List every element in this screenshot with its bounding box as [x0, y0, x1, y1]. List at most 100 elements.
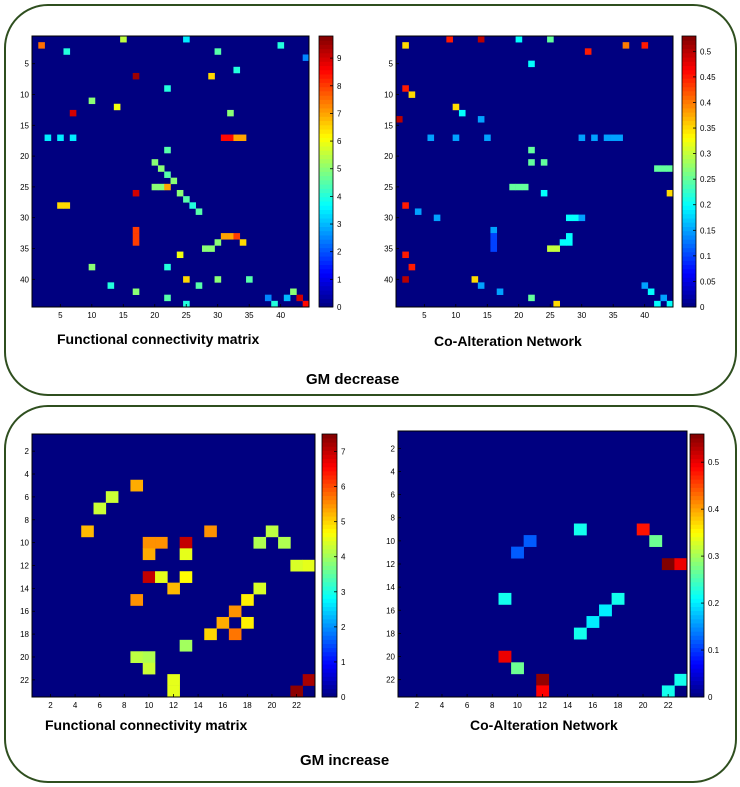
heatmap-background [398, 431, 687, 697]
colorbar-frame [681, 35, 697, 308]
colorbar-segment [322, 668, 337, 673]
colorbar-segment [682, 294, 696, 299]
x-tick-label: 16 [218, 701, 227, 710]
heatmap-cell [515, 183, 523, 191]
x-tick-label: 14 [194, 701, 203, 710]
heatmap-cell [408, 91, 416, 98]
heatmap-background [396, 36, 673, 307]
heatmap-cell [674, 558, 688, 571]
x-tick-label: 12 [169, 701, 178, 710]
heatmap-cell [228, 605, 242, 618]
colorbar-segment [319, 294, 333, 299]
colorbar-segment [690, 450, 704, 455]
colorbar-tick-label: 6 [337, 137, 342, 146]
x-tick-label: 4 [73, 701, 78, 710]
heatmap-cell [132, 226, 140, 234]
colorbar-tick-label: 5 [337, 165, 342, 174]
colorbar-segment [682, 40, 696, 45]
gm-increase-panel [4, 405, 737, 783]
colorbar-segment [690, 577, 704, 583]
colorbar-segment [322, 462, 337, 468]
colorbar-segment [690, 479, 704, 484]
colorbar-segment [682, 184, 696, 189]
colorbar-segment [319, 129, 333, 134]
colorbar-segment [682, 91, 696, 96]
heatmap-cell [559, 239, 567, 246]
y-tick-label: 30 [384, 214, 393, 223]
colorbar-segment [682, 235, 696, 240]
x-tick-label: 2 [48, 701, 53, 710]
y-tick-label: 15 [20, 121, 29, 130]
colorbar-segment [322, 627, 337, 632]
colorbar-segment [319, 112, 333, 117]
heatmap-cell [402, 85, 409, 92]
colorbar-segment [682, 302, 696, 308]
y-tick-label: 16 [386, 606, 395, 615]
colorbar-segment [319, 137, 333, 143]
colorbar-segment [319, 188, 333, 194]
heatmap-cell [528, 146, 535, 154]
heatmap-cell [661, 685, 675, 698]
colorbar-tick-label: 0.45 [700, 73, 716, 82]
colorbar-segment [319, 230, 333, 236]
heatmap-cell [208, 72, 215, 80]
colorbar-segment [319, 36, 333, 41]
colorbar-segment [690, 627, 704, 632]
colorbar-segment [319, 218, 333, 223]
colorbar-frame [689, 433, 705, 698]
heatmap-cell [44, 134, 52, 142]
colorbar-segment [319, 150, 333, 155]
colorbar-tick-label: 4 [337, 192, 342, 201]
heatmap-cell [241, 616, 254, 629]
colorbar-segment [690, 458, 704, 464]
colorbar-segment [319, 201, 333, 206]
heatmap-cell [584, 48, 592, 55]
colorbar-segment [319, 285, 333, 291]
x-tick-label: 40 [276, 311, 285, 320]
colorbar-segment [682, 69, 696, 75]
colorbar-tick-label: 0.3 [708, 552, 720, 561]
colorbar-segment [319, 268, 333, 274]
y-tick-label: 10 [20, 91, 29, 100]
colorbar-segment [319, 281, 333, 287]
colorbar-segment [690, 573, 704, 579]
colorbar-segment [322, 660, 337, 665]
colorbar-segment [682, 86, 696, 92]
colorbar-segment [319, 133, 333, 139]
chart-title-gm-increase-co-alteration: Co-Alteration Network [470, 717, 618, 733]
heatmap-cell [142, 536, 156, 549]
colorbar-segment [322, 503, 337, 509]
colorbar-tick-label: 4 [341, 553, 346, 562]
y-tick-label: 10 [20, 539, 29, 548]
x-tick-label: 2 [415, 701, 420, 710]
colorbar-tick-label: 0.4 [708, 505, 720, 514]
y-tick-label: 20 [384, 152, 393, 161]
heatmap-cell [402, 276, 409, 283]
heatmap-cell [277, 42, 285, 49]
colorbar-segment [319, 154, 333, 160]
colorbar-segment [690, 668, 704, 673]
heatmap-cell [142, 548, 156, 561]
heatmap-cell [220, 233, 228, 240]
x-tick-label: 20 [150, 311, 159, 320]
heatmap-cell [38, 42, 45, 49]
y-tick-label: 6 [391, 491, 396, 500]
heatmap-cell [164, 183, 171, 191]
heatmap-cell [496, 288, 504, 295]
heatmap-cell [271, 300, 278, 308]
colorbar-segment [322, 475, 337, 480]
x-tick-label: 6 [97, 701, 102, 710]
colorbar-segment [682, 196, 696, 202]
colorbar-segment [690, 672, 704, 677]
colorbar-segment [690, 688, 704, 694]
colorbar-segment [682, 158, 696, 164]
colorbar-tick-label: 0 [708, 693, 713, 702]
heatmap-cell [523, 535, 537, 547]
y-tick-label: 16 [20, 607, 29, 616]
heatmap-cell [214, 239, 222, 246]
colorbar-segment [682, 171, 696, 177]
colorbar-segment [319, 298, 333, 304]
colorbar-segment [690, 610, 704, 616]
colorbar-segment [690, 557, 704, 562]
